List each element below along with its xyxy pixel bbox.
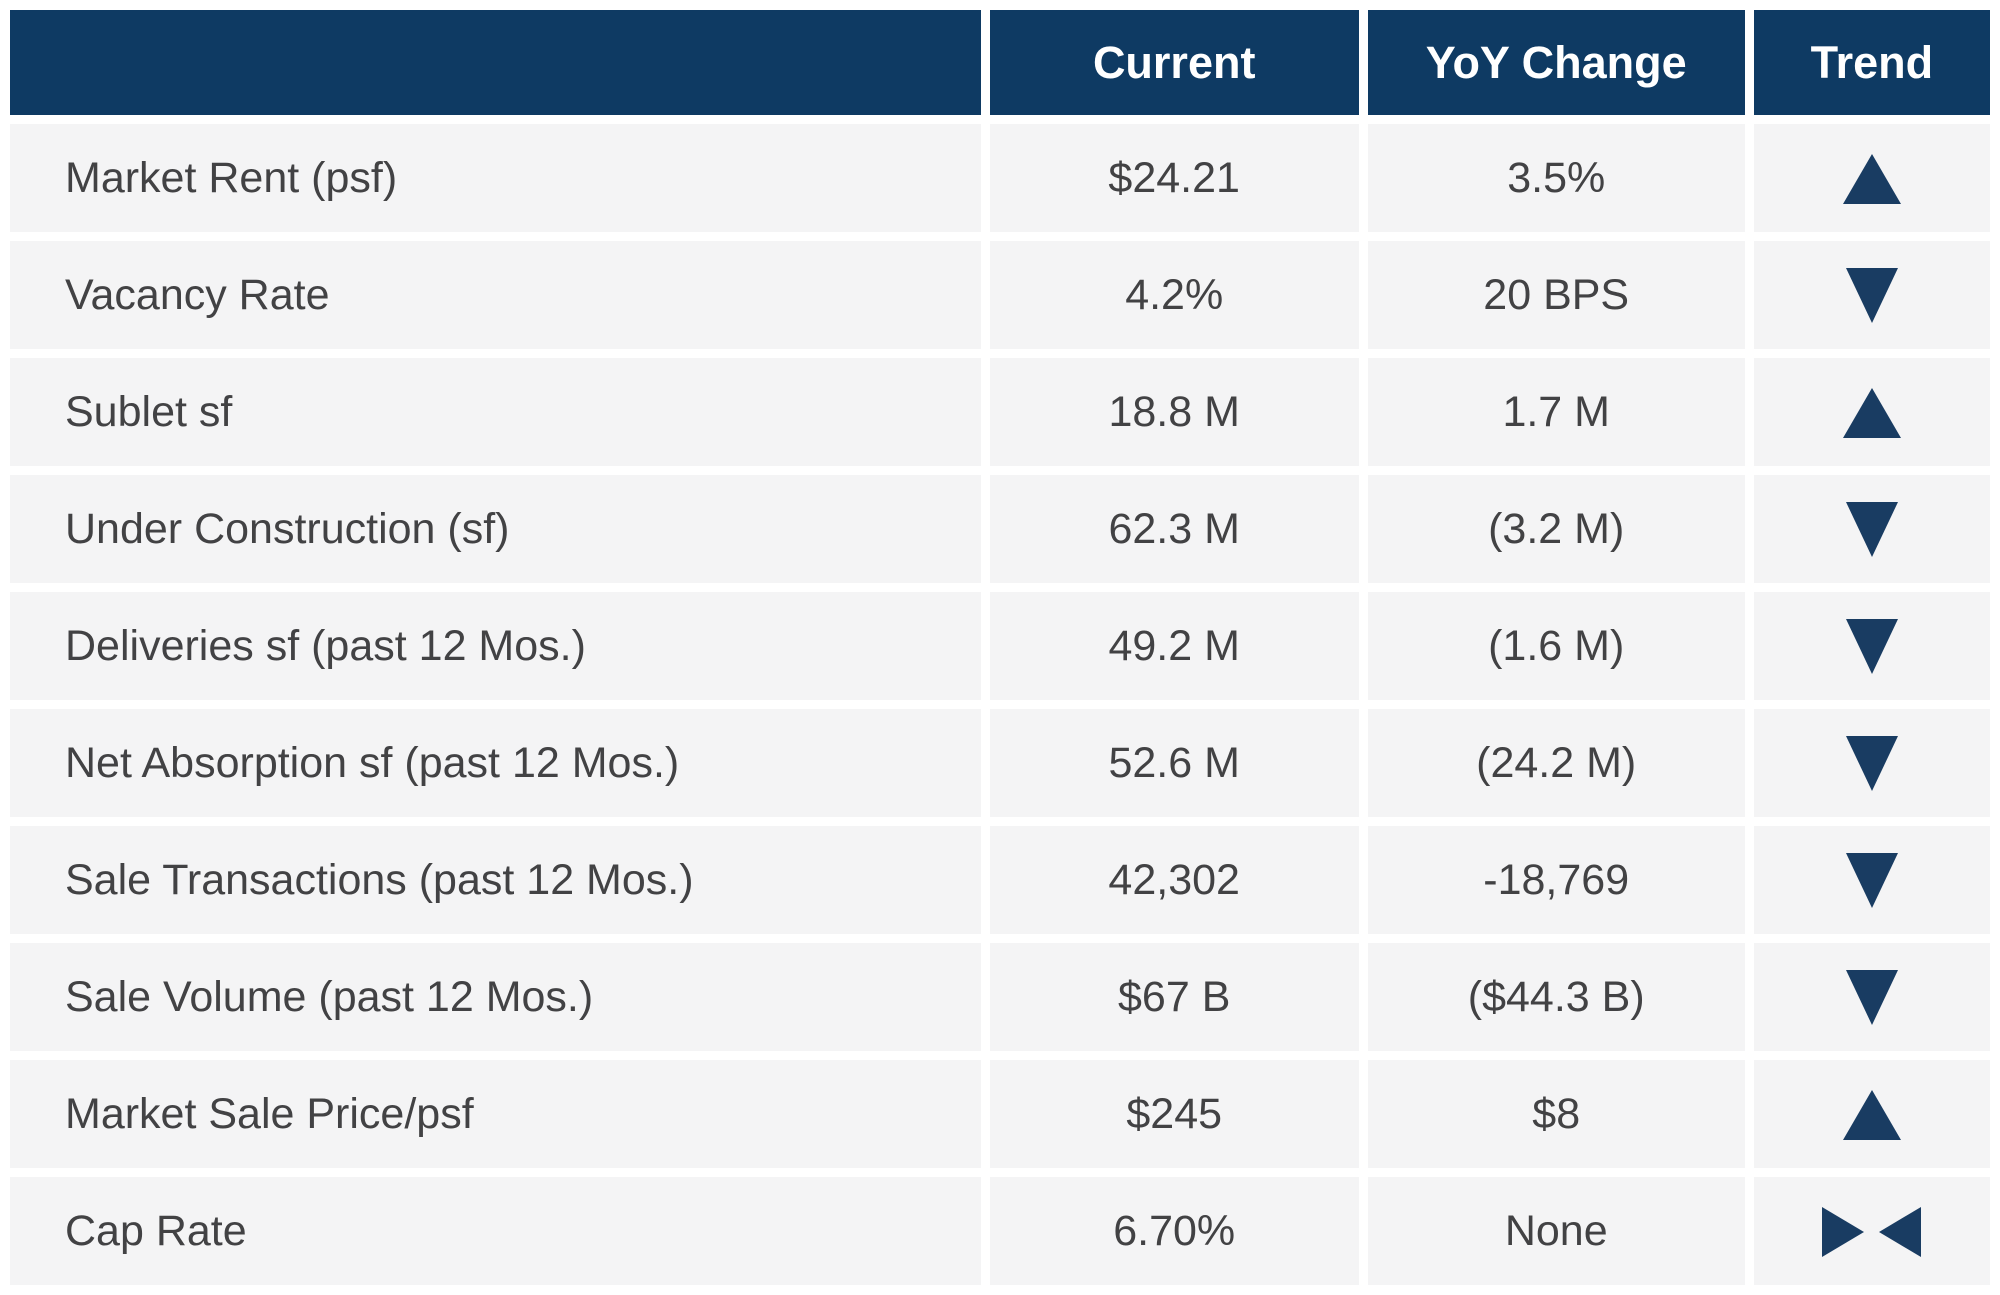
yoy-change-value: 20 BPS: [1367, 241, 1745, 349]
trend-down-icon: [1845, 969, 1898, 1025]
row-label: Sale Transactions (past 12 Mos.): [10, 826, 981, 934]
table-row: Vacancy Rate 4.2% 20 BPS: [10, 241, 1990, 349]
table-row: Sale Volume (past 12 Mos.) $67 B ($44.3 B): [10, 943, 1990, 1051]
current-value: $245: [989, 1060, 1359, 1168]
trend-cell: [1753, 1060, 1990, 1168]
current-value: $24.21: [989, 124, 1359, 232]
yoy-change-value: $8: [1367, 1060, 1745, 1168]
table-body: Market Rent (psf) $24.21 3.5% Vacancy Rate 4…: [10, 124, 1990, 1285]
table-row: Deliveries sf (past 12 Mos.) 49.2 M (1.6 M…: [10, 592, 1990, 700]
yoy-change-value: ($44.3 B): [1367, 943, 1745, 1051]
current-value: $67 B: [989, 943, 1359, 1051]
trend-cell: [1753, 358, 1990, 466]
trend-down-icon: [1845, 267, 1898, 323]
yoy-change-value: (3.2 M): [1367, 475, 1745, 583]
trend-cell: [1753, 709, 1990, 817]
trend-cell: [1753, 475, 1990, 583]
yoy-change-value: (1.6 M): [1367, 592, 1745, 700]
current-value: 6.70%: [989, 1177, 1359, 1285]
current-value: 18.8 M: [989, 358, 1359, 466]
trend-left-triangle-icon: [1879, 1206, 1922, 1257]
table-row: Sublet sf 18.8 M 1.7 M: [10, 358, 1990, 466]
table-row: Market Sale Price/psf $245 $8: [10, 1060, 1990, 1168]
row-label: Vacancy Rate: [10, 241, 981, 349]
trend-down-icon: [1845, 852, 1898, 908]
trend-up-icon: [1842, 153, 1901, 204]
trend-cell: [1753, 241, 1990, 349]
current-value: 52.6 M: [989, 709, 1359, 817]
row-label: Under Construction (sf): [10, 475, 981, 583]
current-value: 62.3 M: [989, 475, 1359, 583]
header-current: Current: [989, 10, 1359, 115]
trend-down-icon: [1845, 618, 1898, 674]
row-label: Sale Volume (past 12 Mos.): [10, 943, 981, 1051]
yoy-change-value: 1.7 M: [1367, 358, 1745, 466]
yoy-change-value: 3.5%: [1367, 124, 1745, 232]
header-metric-blank: [10, 10, 981, 115]
yoy-change-value: -18,769: [1367, 826, 1745, 934]
yoy-change-value: None: [1367, 1177, 1745, 1285]
table-row: Market Rent (psf) $24.21 3.5%: [10, 124, 1990, 232]
header-row: Current YoY Change Trend: [10, 10, 1990, 115]
header-yoy-change: YoY Change: [1367, 10, 1745, 115]
trend-cell: [1753, 124, 1990, 232]
row-label: Cap Rate: [10, 1177, 981, 1285]
trend-cell: [1753, 826, 1990, 934]
table-row: Cap Rate 6.70% None: [10, 1177, 1990, 1285]
row-label: Sublet sf: [10, 358, 981, 466]
trend-right-triangle-icon: [1822, 1206, 1865, 1257]
trend-cell: [1753, 943, 1990, 1051]
row-label: Deliveries sf (past 12 Mos.): [10, 592, 981, 700]
table-row: Under Construction (sf) 62.3 M (3.2 M): [10, 475, 1990, 583]
trend-up-icon: [1842, 387, 1901, 438]
row-label: Market Rent (psf): [10, 124, 981, 232]
current-value: 49.2 M: [989, 592, 1359, 700]
table-header: Current YoY Change Trend: [10, 10, 1990, 115]
trend-down-icon: [1845, 501, 1898, 557]
trend-up-icon: [1842, 1089, 1901, 1140]
current-value: 42,302: [989, 826, 1359, 934]
yoy-change-value: (24.2 M): [1367, 709, 1745, 817]
row-label: Net Absorption sf (past 12 Mos.): [10, 709, 981, 817]
trend-cell: [1753, 1177, 1990, 1285]
table-row: Sale Transactions (past 12 Mos.) 42,302 -1…: [10, 826, 1990, 934]
trend-flat-icon: [1822, 1206, 1922, 1257]
row-label: Market Sale Price/psf: [10, 1060, 981, 1168]
trend-down-icon: [1845, 735, 1898, 791]
current-value: 4.2%: [989, 241, 1359, 349]
trend-cell: [1753, 592, 1990, 700]
header-trend: Trend: [1753, 10, 1990, 115]
table-row: Net Absorption sf (past 12 Mos.) 52.6 M (2…: [10, 709, 1990, 817]
